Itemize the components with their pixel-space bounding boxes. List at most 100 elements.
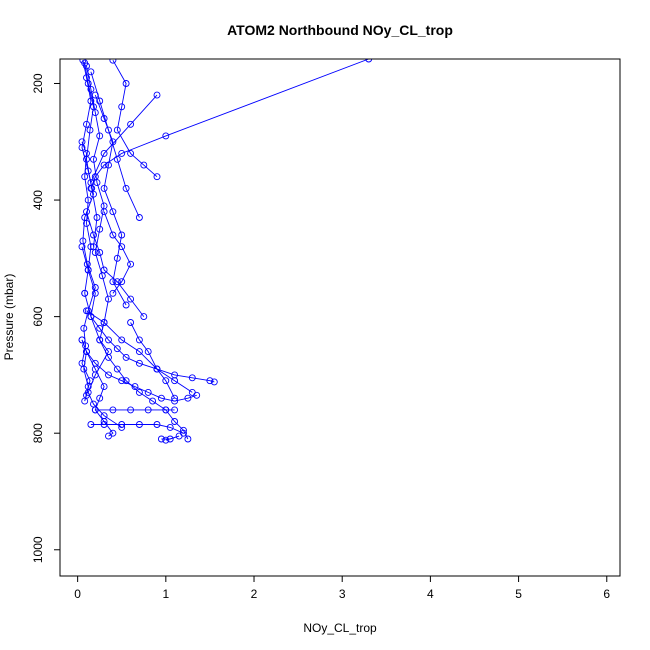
data-point xyxy=(91,365,99,373)
data-point xyxy=(122,377,130,385)
data-point xyxy=(109,59,117,64)
data-point xyxy=(113,126,121,134)
data-point xyxy=(157,435,165,443)
series-9 xyxy=(78,138,95,297)
data-point xyxy=(105,126,112,134)
data-point xyxy=(365,59,373,63)
series-line xyxy=(161,435,180,441)
data-point xyxy=(118,336,126,344)
data-point xyxy=(153,421,161,428)
data-point xyxy=(118,231,126,239)
data-point xyxy=(87,97,95,105)
data-point xyxy=(90,231,97,239)
data-point xyxy=(105,371,112,379)
series-line xyxy=(112,59,158,178)
data-point xyxy=(144,406,152,414)
series-line xyxy=(81,246,215,383)
data-point xyxy=(162,132,170,140)
data-point xyxy=(78,336,86,344)
data-point xyxy=(210,378,218,386)
data-point xyxy=(100,418,108,425)
series-line xyxy=(90,94,158,183)
data-point xyxy=(100,184,108,192)
data-point xyxy=(83,208,90,216)
data-point xyxy=(135,348,143,356)
series-line xyxy=(103,211,132,294)
data-point xyxy=(118,243,126,251)
data-point xyxy=(100,149,108,157)
data-point xyxy=(180,426,187,434)
data-point xyxy=(118,377,126,385)
series-line xyxy=(130,322,176,399)
x-axis: 0 1 2 3 4 5 6 xyxy=(74,575,610,601)
series-line xyxy=(84,63,98,247)
data-point xyxy=(90,243,97,251)
series-7 xyxy=(83,307,196,396)
data-point xyxy=(153,173,161,181)
series-line xyxy=(81,60,96,402)
data-point xyxy=(84,80,92,87)
data-point xyxy=(81,397,89,405)
data-point xyxy=(109,289,117,297)
data-point xyxy=(100,161,108,169)
data-point xyxy=(80,324,88,332)
data-point xyxy=(78,138,86,146)
data-point xyxy=(100,266,108,274)
series-line xyxy=(81,141,92,294)
data-point xyxy=(90,155,97,163)
x-tick-label: 6 xyxy=(603,587,610,601)
series-layer xyxy=(78,59,373,444)
data-point xyxy=(83,155,90,163)
plot-frame xyxy=(59,58,621,577)
data-point xyxy=(100,208,108,216)
data-point xyxy=(96,97,104,105)
data-point xyxy=(81,59,89,67)
data-point xyxy=(78,243,86,251)
data-point xyxy=(81,289,89,297)
y-axis-label: Pressure (mbar) xyxy=(2,274,16,361)
data-point xyxy=(100,383,108,391)
data-point xyxy=(193,391,201,399)
data-point xyxy=(87,68,95,76)
data-point xyxy=(175,432,183,440)
y-tick-label: 800 xyxy=(31,423,45,443)
data-point xyxy=(166,435,174,443)
data-point xyxy=(122,301,130,309)
data-point xyxy=(84,388,92,396)
y-tick-label: 600 xyxy=(31,306,45,326)
data-point xyxy=(171,418,179,425)
data-point xyxy=(127,120,135,128)
series-12 xyxy=(83,208,148,321)
data-point xyxy=(140,313,148,321)
x-tick-label: 3 xyxy=(339,587,346,601)
data-point xyxy=(93,214,101,221)
y-tick-label: 200 xyxy=(31,73,45,93)
data-point xyxy=(100,319,108,326)
series-4 xyxy=(91,406,179,414)
y-tick-label: 400 xyxy=(31,190,45,210)
data-point xyxy=(81,173,89,181)
data-point xyxy=(83,219,90,227)
data-point xyxy=(83,348,90,356)
y-axis: 200 400 600 800 1000 xyxy=(31,73,61,563)
data-point xyxy=(127,319,135,326)
x-tick-label: 1 xyxy=(162,587,169,601)
data-point xyxy=(105,348,112,356)
series-line xyxy=(84,293,122,428)
data-point xyxy=(188,374,196,382)
data-point xyxy=(149,397,157,405)
data-point xyxy=(118,423,126,431)
data-point xyxy=(96,249,104,256)
x-tick-label: 0 xyxy=(74,587,81,601)
data-point xyxy=(127,406,135,414)
series-11 xyxy=(87,91,161,187)
data-point xyxy=(184,435,192,443)
data-point xyxy=(86,126,94,134)
series-line xyxy=(90,59,369,189)
data-point xyxy=(105,161,112,169)
data-point xyxy=(140,161,148,169)
data-point xyxy=(157,394,165,402)
series-line xyxy=(86,310,193,393)
data-point xyxy=(109,406,117,414)
